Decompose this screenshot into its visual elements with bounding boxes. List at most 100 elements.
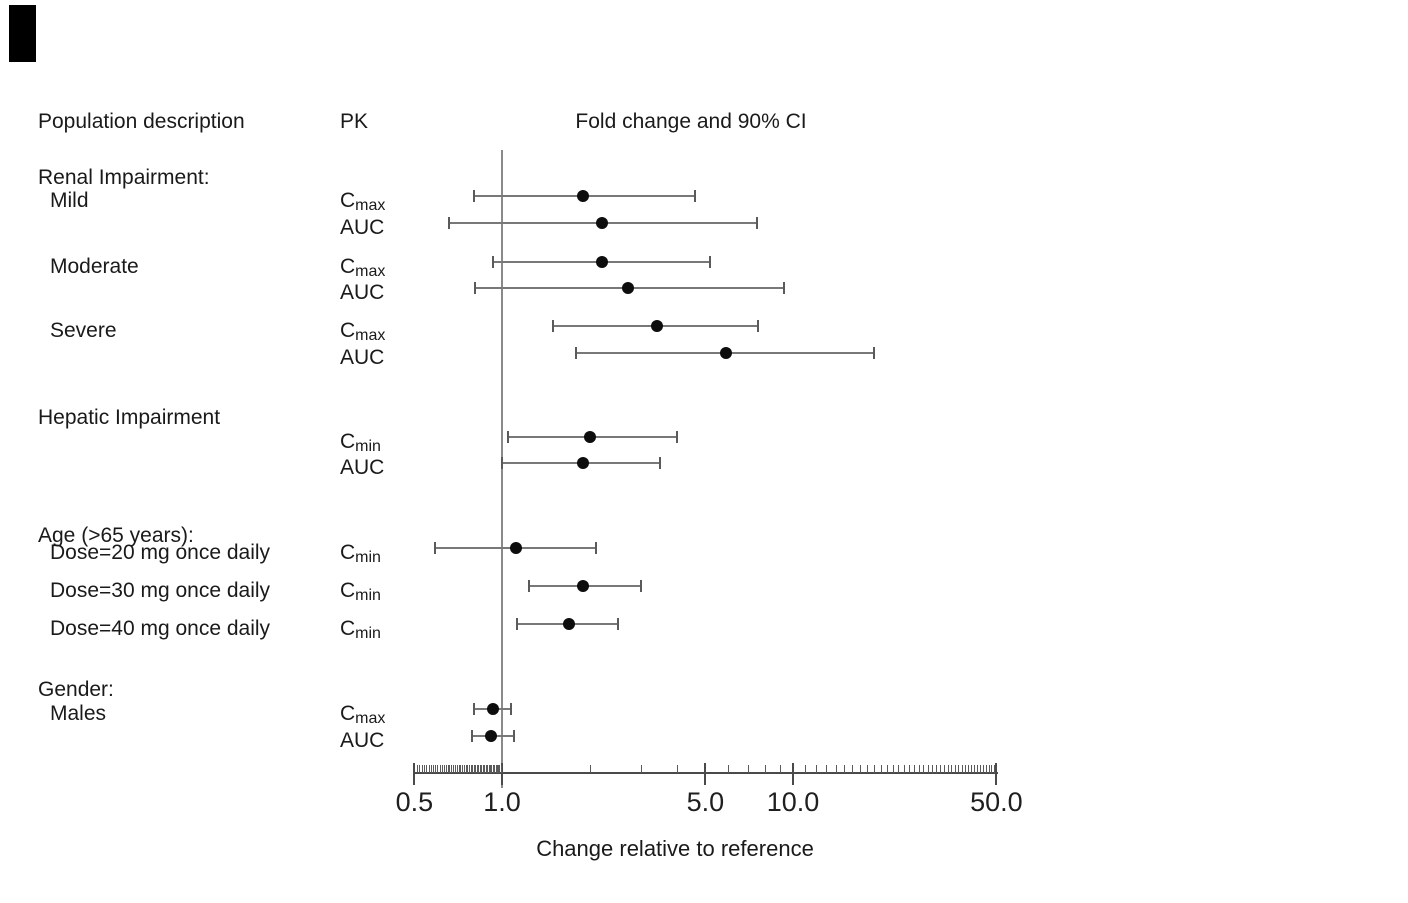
x-axis-minor-tick: [430, 765, 432, 773]
x-axis-minor-tick: [473, 765, 475, 773]
x-axis-major-tick: [995, 763, 998, 785]
pk-label: Cmin: [340, 579, 381, 604]
x-axis-minor-tick: [500, 765, 502, 773]
x-axis-minor-tick: [433, 765, 435, 773]
x-axis-major-tick: [501, 763, 503, 785]
point-estimate-dot: [720, 347, 733, 359]
x-axis-minor-tick: [468, 765, 470, 773]
pk-parameter-subscript: min: [355, 438, 381, 455]
x-axis-minor-tick: [492, 765, 494, 773]
x-axis-minor-tick: [458, 765, 460, 773]
pk-parameter: C: [340, 579, 356, 602]
x-axis-minor-tick: [494, 765, 496, 773]
ci-cap-right: [509, 703, 512, 715]
x-axis-minor-tick: [456, 765, 458, 773]
x-axis-minor-tick: [860, 765, 862, 773]
x-axis-minor-tick: [453, 765, 455, 773]
x-axis-major-tick: [792, 763, 794, 785]
row-label: Dose=30 mg once daily: [50, 579, 271, 602]
pk-parameter-subscript: min: [355, 625, 381, 642]
x-axis-minor-tick: [449, 765, 451, 773]
x-axis-minor-tick: [971, 765, 973, 773]
x-axis-minor-tick: [428, 765, 430, 773]
pk-parameter-subscript: max: [355, 263, 386, 280]
ci-cap-right: [616, 618, 619, 630]
x-axis-minor-tick: [476, 765, 478, 773]
ci-cap-right: [693, 190, 696, 202]
x-axis-minor-tick: [426, 765, 428, 773]
x-axis-minor-tick: [460, 765, 462, 773]
x-axis-minor-tick: [677, 765, 679, 773]
x-axis-minor-tick: [481, 765, 483, 773]
row-label: Moderate: [50, 255, 139, 278]
row-label: Mild: [50, 189, 89, 212]
ci-cap-left: [448, 217, 451, 229]
ci-cap-left: [552, 320, 555, 332]
x-axis-minor-tick: [463, 765, 465, 773]
x-axis-minor-tick: [728, 765, 730, 773]
pk-parameter: C: [340, 541, 356, 564]
x-axis-minor-tick: [485, 765, 487, 773]
ci-cap-left: [575, 347, 578, 359]
pk-parameter: C: [340, 430, 356, 453]
x-axis-minor-tick: [974, 765, 976, 773]
ci-cap-left: [528, 580, 531, 592]
section-heading: Age (>65 years):: [38, 524, 194, 547]
pk-parameter-subscript: min: [355, 549, 381, 566]
pk-parameter-subscript: min: [355, 587, 381, 604]
x-axis-major-tick: [704, 763, 707, 785]
x-axis-minor-tick: [964, 765, 966, 773]
x-axis-minor-tick: [443, 765, 445, 773]
x-axis-tick-label: 50.0: [970, 787, 1023, 817]
ci-cap-right: [873, 347, 876, 359]
x-axis-minor-tick: [479, 765, 481, 773]
x-axis-minor-tick: [779, 765, 781, 773]
population-column-header: Population description: [38, 110, 245, 133]
ci-cap-right: [659, 457, 662, 469]
pk-label: Cmax: [340, 189, 386, 214]
x-axis-minor-tick: [880, 765, 882, 773]
pk-label: Cmin: [340, 430, 381, 455]
ci-cap-right: [755, 217, 758, 229]
x-axis-minor-tick: [424, 765, 426, 773]
pk-parameter: C: [340, 255, 356, 278]
x-axis-tick-label: 0.5: [395, 787, 434, 817]
row-label: Males: [50, 702, 107, 725]
ci-cap-left: [472, 190, 475, 202]
point-estimate-dot: [583, 431, 596, 443]
ci-cap-right: [639, 580, 642, 592]
pk-parameter: AUC: [340, 346, 385, 369]
corner-mark: [9, 5, 36, 62]
x-axis-minor-tick: [445, 765, 447, 773]
point-estimate-dot: [510, 542, 523, 554]
x-axis-minor-tick: [484, 765, 486, 773]
pk-parameter: AUC: [340, 281, 385, 304]
x-axis-minor-tick: [958, 765, 960, 773]
x-axis-minor-tick: [983, 765, 985, 773]
ci-cap-left: [472, 703, 475, 715]
x-axis-minor-tick: [931, 765, 933, 773]
x-axis-minor-tick: [416, 765, 418, 773]
x-axis-minor-tick: [496, 765, 498, 773]
x-axis-minor-tick: [421, 765, 423, 773]
point-estimate-dot: [595, 217, 608, 229]
x-axis-minor-tick: [747, 765, 749, 773]
pk-parameter-subscript: max: [355, 197, 386, 214]
x-axis-minor-tick: [470, 765, 472, 773]
x-axis-minor-tick: [927, 765, 929, 773]
x-axis-minor-tick: [943, 765, 945, 773]
ci-cap-right: [709, 256, 712, 268]
ci-cap-left: [434, 542, 437, 554]
x-axis-tick-label: 10.0: [766, 787, 820, 817]
pk-parameter: AUC: [340, 456, 385, 479]
x-axis-minor-tick: [475, 765, 477, 773]
point-estimate-dot: [485, 730, 498, 742]
ci-cap-right: [676, 431, 679, 443]
row-label: Dose=20 mg once daily: [50, 541, 271, 564]
pk-label: Cmin: [340, 541, 381, 566]
pk-parameter: C: [340, 702, 356, 725]
x-axis-minor-tick: [488, 765, 490, 773]
x-axis-minor-tick: [947, 765, 949, 773]
row-label: Dose=40 mg once daily: [50, 617, 271, 640]
